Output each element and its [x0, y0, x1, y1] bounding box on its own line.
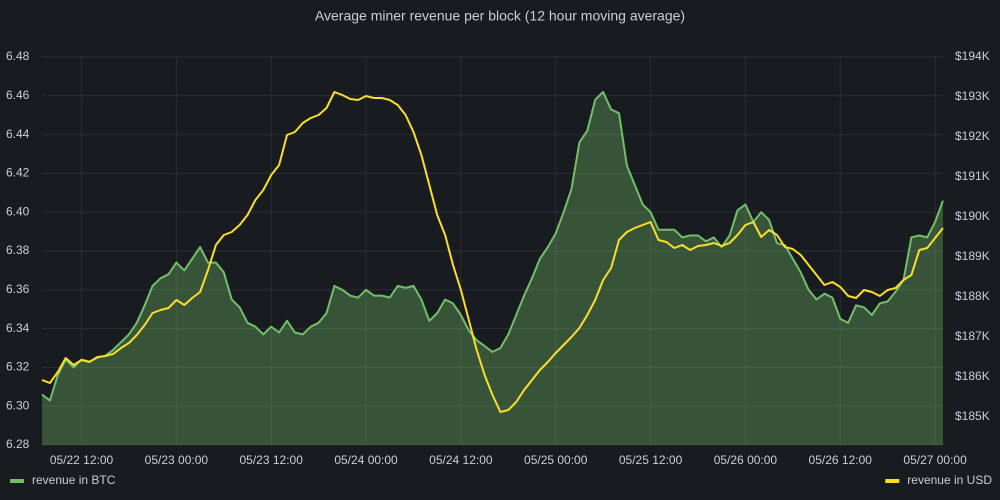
x-tick-label: 05/23 12:00: [239, 453, 303, 467]
legend-label: revenue in BTC: [32, 473, 116, 487]
x-tick-label: 05/25 12:00: [619, 453, 683, 467]
y2-tick-label: $191K: [955, 169, 990, 183]
x-tick-label: 05/24 00:00: [334, 453, 398, 467]
area: [42, 91, 943, 446]
grid: [42, 56, 943, 446]
y-tick-label: 6.30: [6, 398, 30, 412]
y-tick-label: 6.46: [6, 88, 30, 102]
x-tick-label: 05/23 00:00: [145, 453, 209, 467]
labels: 6.28 6.30 6.32 6.34 6.36 6.38 6.40 6.42 6.44 6.46…: [6, 49, 992, 487]
y-tick-label: 6.34: [6, 321, 30, 335]
x-tick-label: 05/25 00:00: [524, 453, 588, 467]
y-tick-label: 6.38: [6, 243, 30, 257]
y-tick-label: 6.28: [6, 437, 30, 451]
y2-tick-label: $194K: [955, 49, 990, 63]
marks: [41, 90, 944, 446]
y2-tick-label: $192K: [955, 129, 990, 143]
x-tick-label: 05/26 00:00: [714, 453, 778, 467]
y2-tick-label: $187K: [955, 329, 990, 343]
chart-title: Average miner revenue per block (12 hour…: [315, 8, 685, 24]
legend-label: revenue in USD: [907, 473, 992, 487]
line: [41, 91, 944, 413]
x-tick-label: 05/27 00:00: [903, 453, 967, 467]
y2-tick-label: $188K: [955, 289, 990, 303]
y-tick-label: 6.36: [6, 282, 30, 296]
y-tick-label: 6.48: [6, 49, 30, 63]
y-tick-label: 6.44: [6, 127, 30, 141]
y-tick-label: 6.40: [6, 204, 30, 218]
x-tick-label: 05/26 12:00: [809, 453, 873, 467]
x-tick-label: 05/24 12:00: [429, 453, 493, 467]
y-tick-label: 6.32: [6, 360, 30, 374]
y2-tick-label: $193K: [955, 89, 990, 103]
x-tick-label: 05/22 12:00: [50, 453, 114, 467]
y2-tick-label: $186K: [955, 369, 990, 383]
y2-tick-label: $189K: [955, 249, 990, 263]
y-tick-label: 6.42: [6, 166, 30, 180]
y2-tick-label: $190K: [955, 209, 990, 223]
y2-tick-label: $185K: [955, 409, 990, 423]
line: [41, 90, 944, 402]
